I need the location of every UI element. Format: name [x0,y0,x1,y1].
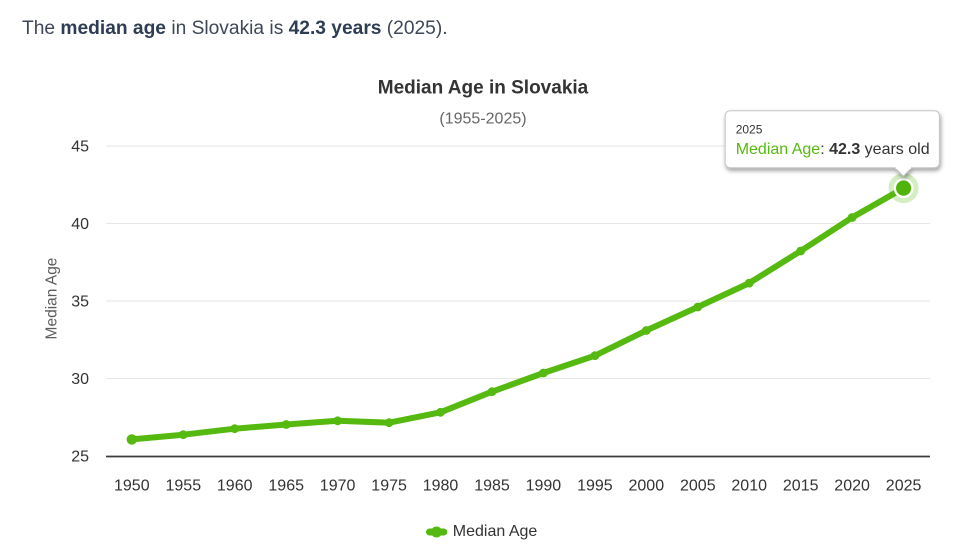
svg-text:30: 30 [71,371,89,388]
svg-text:1960: 1960 [217,478,253,495]
svg-text:2025: 2025 [886,478,922,495]
svg-text:1990: 1990 [526,478,562,495]
svg-text:1965: 1965 [268,478,304,495]
svg-text:1975: 1975 [371,478,407,495]
svg-text:1980: 1980 [423,478,459,495]
svg-text:1995: 1995 [577,478,613,495]
svg-text:25: 25 [71,449,89,466]
svg-text:1985: 1985 [474,478,510,495]
svg-text:2025: 2025 [736,123,763,137]
svg-text:45: 45 [71,139,89,156]
svg-text:1955: 1955 [166,478,202,495]
svg-text:Median Age in Slovakia: Median Age in Slovakia [378,78,589,99]
svg-text:1950: 1950 [114,478,150,495]
svg-text:2010: 2010 [731,478,767,495]
svg-text:Median Age: Median Age [44,258,61,340]
svg-text:1970: 1970 [320,478,356,495]
svg-text:2015: 2015 [783,478,819,495]
svg-text:35: 35 [71,294,89,311]
svg-text:Median Age: Median Age [453,523,538,540]
svg-text:Median Age: 42.3 years old: Median Age: 42.3 years old [736,141,930,158]
svg-text:(1955-2025): (1955-2025) [439,111,526,128]
svg-text:2005: 2005 [680,478,716,495]
svg-text:2000: 2000 [629,478,665,495]
svg-text:2020: 2020 [834,478,870,495]
svg-text:40: 40 [71,216,89,233]
